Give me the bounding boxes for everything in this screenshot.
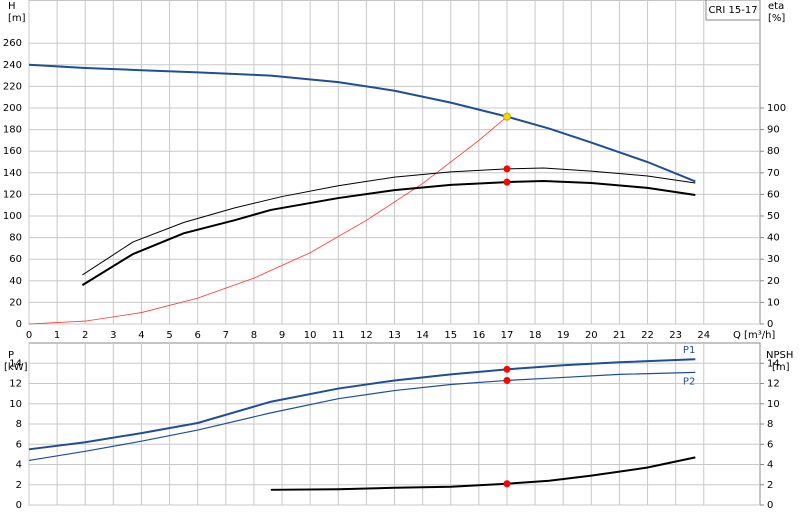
y2-tick-label: 30 xyxy=(767,254,780,265)
y-tick-label: 140 xyxy=(3,168,22,179)
y-tick-label: 260 xyxy=(3,38,22,49)
x-tick-label: 19 xyxy=(557,330,570,341)
y2-tick-label: 0 xyxy=(767,500,773,511)
y2-tick-label: 90 xyxy=(767,125,780,136)
y-tick-label: 8 xyxy=(16,419,22,430)
x-tick-label: 14 xyxy=(416,330,429,341)
series-label: P2 xyxy=(683,376,695,387)
x-tick-label: 0 xyxy=(26,330,32,341)
x-tick-label: 4 xyxy=(138,330,144,341)
y-tick-label: 220 xyxy=(3,81,22,92)
x-tick-label: 12 xyxy=(360,330,373,341)
x-tick-label: 18 xyxy=(529,330,542,341)
y-tick-label: 10 xyxy=(9,399,22,410)
x-tick-label: 17 xyxy=(501,330,514,341)
curve xyxy=(81,180,696,286)
y-tick-label: 60 xyxy=(9,254,22,265)
x-tick-label: 21 xyxy=(613,330,626,341)
x-tick-label: 10 xyxy=(304,330,317,341)
y-unit: [kW] xyxy=(4,362,28,373)
x-tick-label: 3 xyxy=(110,330,116,341)
y2-tick-label: 10 xyxy=(767,399,780,410)
y-tick-label: 100 xyxy=(3,211,22,222)
operating-point xyxy=(503,480,511,488)
x-tick-label: 15 xyxy=(444,330,457,341)
series-label: P1 xyxy=(683,345,695,356)
y-tick-label: 80 xyxy=(9,233,22,244)
curve xyxy=(28,358,696,451)
curve xyxy=(28,63,696,183)
operating-point xyxy=(503,165,511,173)
y2-tick-label: 70 xyxy=(767,168,780,179)
operating-point xyxy=(503,376,511,384)
curve xyxy=(82,167,696,276)
y-unit: [m] xyxy=(8,13,26,24)
x-tick-label: 9 xyxy=(279,330,285,341)
y-tick-label: 20 xyxy=(9,297,22,308)
y2-tick-label: 10 xyxy=(767,297,780,308)
x-tick-label: 22 xyxy=(641,330,654,341)
x-tick-label: 13 xyxy=(388,330,401,341)
y-tick-label: 12 xyxy=(9,379,22,390)
y2-label: eta xyxy=(768,1,784,12)
y2-tick-label: 40 xyxy=(767,233,780,244)
y-label: P xyxy=(8,350,14,361)
y2-tick-label: 80 xyxy=(767,146,780,157)
x-tick-label: 1 xyxy=(54,330,60,341)
y-tick-label: 120 xyxy=(3,189,22,200)
y-tick-label: 0 xyxy=(16,319,22,330)
x-tick-label: 16 xyxy=(472,330,485,341)
x-tick-label: 6 xyxy=(195,330,201,341)
y2-tick-label: 4 xyxy=(767,460,773,471)
y2-unit: [%] xyxy=(768,13,785,24)
annotation-box xyxy=(705,0,761,21)
y2-tick-label: 60 xyxy=(767,189,780,200)
y2-tick-label: 6 xyxy=(767,439,773,450)
x-tick-label: 2 xyxy=(82,330,88,341)
y-tick-label: 0 xyxy=(16,500,22,511)
operating-point xyxy=(503,178,511,186)
x-tick-label: 11 xyxy=(332,330,345,341)
y-tick-label: 180 xyxy=(3,125,22,136)
y2-tick-label: 8 xyxy=(767,419,773,430)
y-tick-label: 160 xyxy=(3,146,22,157)
operating-point xyxy=(502,112,511,121)
y-tick-label: 40 xyxy=(9,276,22,287)
y2-tick-label: 50 xyxy=(767,211,780,222)
y-tick-label: 14 xyxy=(9,358,22,369)
x-tick-label: 5 xyxy=(166,330,172,341)
y-tick-label: 240 xyxy=(3,60,22,71)
y-label: H xyxy=(8,1,16,12)
y2-tick-label: 100 xyxy=(767,103,786,114)
y-tick-label: 2 xyxy=(16,480,22,491)
x-label: Q [m³/h] xyxy=(733,330,775,341)
y2-tick-label: 12 xyxy=(767,379,780,390)
x-tick-label: 7 xyxy=(223,330,229,341)
y2-tick-label: 14 xyxy=(767,358,780,369)
y2-tick-label: 0 xyxy=(767,319,773,330)
x-tick-label: 24 xyxy=(697,330,710,341)
y-tick-label: 4 xyxy=(16,460,22,471)
y-tick-label: 6 xyxy=(16,439,22,450)
annotation: CRI 15-17 xyxy=(708,5,757,16)
y2-unit: [m] xyxy=(772,362,790,373)
y2-label: NPSH xyxy=(766,350,793,361)
curve xyxy=(28,371,696,462)
x-tick-label: 20 xyxy=(585,330,598,341)
x-tick-label: 8 xyxy=(251,330,257,341)
operating-point xyxy=(503,365,511,373)
x-tick-label: 23 xyxy=(669,330,682,341)
y-tick-label: 200 xyxy=(3,103,22,114)
y2-tick-label: 20 xyxy=(767,276,780,287)
y2-tick-label: 2 xyxy=(767,480,773,491)
curve xyxy=(28,116,508,325)
